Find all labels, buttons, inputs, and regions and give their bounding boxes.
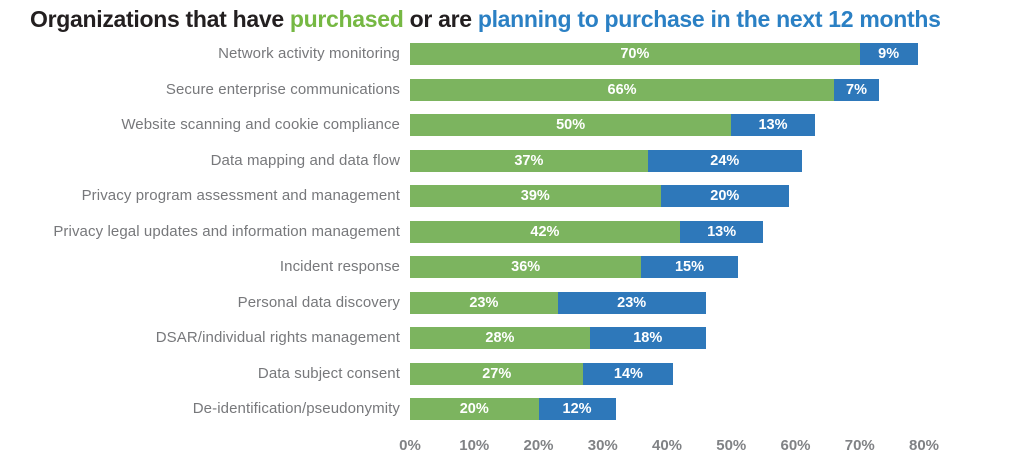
chart-title: Organizations that have purchased or are… <box>30 6 941 33</box>
bar-segment-purchased: 39% <box>410 185 661 207</box>
bar-value-label: 13% <box>758 117 788 133</box>
x-axis-tick-label: 50% <box>716 437 747 454</box>
chart-row: Data mapping and data flow 37% 24% <box>0 149 1024 172</box>
bar-value-label: 15% <box>674 259 704 275</box>
title-part-prefix: Organizations that have <box>30 6 290 32</box>
bar-value-label: 42% <box>530 223 560 240</box>
category-label: De-identification/pseudonymity <box>192 400 400 417</box>
chart-row: Secure enterprise communications 66% 7% <box>0 78 1024 101</box>
bar-value-label: 39% <box>520 188 550 204</box>
bar-value-label: 50% <box>556 117 586 133</box>
bar-segment-purchased: 36% <box>410 256 642 278</box>
bar-segment-planning: 24% <box>647 149 802 172</box>
bar-segment-purchased: 70% <box>410 43 860 65</box>
x-axis-tick-label: 40% <box>651 437 683 454</box>
bar-value-label: 23% <box>469 294 499 311</box>
bar-value-label: 66% <box>607 81 637 98</box>
category-label: Data subject consent <box>257 364 400 382</box>
x-axis-tick-label: 80% <box>908 437 940 454</box>
bar-value-label: 37% <box>514 152 544 169</box>
category-label: Privacy program assessment and managemen… <box>81 187 400 204</box>
bar-segment-purchased: 28% <box>410 327 590 349</box>
chart-row: Website scanning and cookie compliance 50… <box>0 114 1024 136</box>
bar-value-label: 20% <box>710 188 740 204</box>
bar-segment-planning: 13% <box>679 220 764 243</box>
bar-track: 37% 24% <box>410 149 802 172</box>
category-label: Network activity monitoring <box>218 45 400 62</box>
category-label: DSAR/individual rights management <box>155 329 400 346</box>
title-part-middle: or are <box>403 6 478 32</box>
x-axis-tick-label: 0% <box>399 437 421 454</box>
bar-value-label: 27% <box>482 365 512 382</box>
category-label: Personal data discovery <box>237 293 400 311</box>
x-axis-tick-label: 60% <box>780 437 811 454</box>
bar-value-label: 12% <box>562 401 592 417</box>
chart-row: Data subject consent 27% 14% <box>0 362 1024 385</box>
chart-row: Network activity monitoring 70% 9% <box>0 43 1024 65</box>
bar-track: 70% 9% <box>410 43 918 65</box>
bar-value-label: 24% <box>710 152 740 169</box>
x-axis-tick-label: 70% <box>844 437 875 454</box>
bar-value-label: 28% <box>485 330 515 346</box>
chart-row: Personal data discovery 23% 23% <box>0 291 1024 314</box>
x-axis: 0% 10% 20% 30% 40% 50% 60% 70% 80% <box>0 437 1024 457</box>
x-axis-tick-label: 20% <box>523 437 554 454</box>
chart-row: DSAR/individual rights management 28% 18% <box>0 327 1024 349</box>
bar-segment-purchased: 23% <box>410 291 558 314</box>
bar-segment-planning: 15% <box>641 256 738 278</box>
title-part-planning: planning to purchase in the next 12 mont… <box>477 6 941 32</box>
bar-value-label: 70% <box>620 46 650 62</box>
bar-track: 27% 14% <box>410 362 674 385</box>
chart-row: Incident response 36% 15% <box>0 256 1024 278</box>
bar-segment-purchased: 27% <box>410 362 584 385</box>
category-label: Incident response <box>279 258 400 275</box>
bar-segment-planning: 12% <box>538 398 616 420</box>
bar-value-label: 18% <box>633 330 663 346</box>
bar-value-label: 7% <box>846 81 868 98</box>
bar-segment-purchased: 37% <box>410 149 648 172</box>
bar-track: 20% 12% <box>410 398 616 420</box>
bar-segment-planning: 9% <box>859 43 918 65</box>
bar-track: 28% 18% <box>410 327 706 349</box>
bar-segment-planning: 18% <box>589 327 706 349</box>
bar-segment-planning: 14% <box>583 362 674 385</box>
bar-track: 50% 13% <box>410 114 815 136</box>
bar-track: 36% 15% <box>410 256 738 278</box>
title-part-purchased: purchased <box>289 6 404 32</box>
bar-segment-planning: 13% <box>731 114 815 136</box>
bar-track: 42% 13% <box>410 220 764 243</box>
bar-track: 23% 23% <box>410 291 706 314</box>
chart-row: Privacy legal updates and information ma… <box>0 220 1024 243</box>
bar-track: 39% 20% <box>410 185 790 207</box>
bar-segment-purchased: 50% <box>410 114 732 136</box>
bar-value-label: 14% <box>613 365 643 382</box>
x-axis-tick-label: 10% <box>459 437 490 454</box>
bar-value-label: 9% <box>878 46 900 62</box>
bar-segment-planning: 23% <box>557 291 706 314</box>
x-axis-tick-label: 30% <box>587 437 618 454</box>
chart-row: Privacy program assessment and managemen… <box>0 185 1024 207</box>
bar-segment-purchased: 20% <box>410 398 539 420</box>
bar-segment-planning: 20% <box>660 185 790 207</box>
bar-segment-purchased: 66% <box>410 78 835 101</box>
bar-value-label: 13% <box>707 223 737 240</box>
bar-segment-planning: 7% <box>834 78 880 101</box>
category-label: Secure enterprise communications <box>165 80 400 98</box>
bar-track: 66% 7% <box>410 78 880 101</box>
category-label: Privacy legal updates and information ma… <box>53 222 400 240</box>
chart-row: De-identification/pseudonymity 20% 12% <box>0 398 1024 420</box>
category-label: Data mapping and data flow <box>210 151 400 169</box>
bar-value-label: 20% <box>459 401 489 417</box>
bar-segment-purchased: 42% <box>410 220 680 243</box>
bar-value-label: 23% <box>617 294 647 311</box>
bar-value-label: 36% <box>511 259 541 275</box>
category-label: Website scanning and cookie compliance <box>121 116 400 133</box>
